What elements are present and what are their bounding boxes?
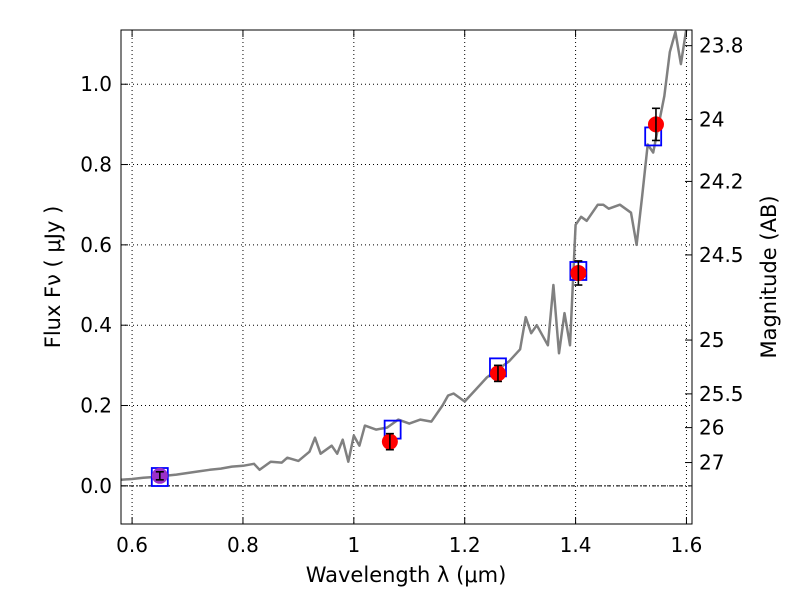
y2-tick-label: 25.5 xyxy=(699,382,744,406)
x-tick-label: 0.6 xyxy=(116,533,148,557)
y2-tick-label: 25 xyxy=(699,328,724,352)
y2-tick-label: 24.5 xyxy=(699,243,744,267)
x-tick-label: 1 xyxy=(347,533,360,557)
y2-tick-label: 26 xyxy=(699,416,724,440)
y-tick-label: 0.4 xyxy=(80,313,112,337)
plot-frame xyxy=(120,29,693,525)
x-axis-label: Wavelength λ (μm) xyxy=(306,563,507,587)
y-tick-label: 0.2 xyxy=(80,394,112,418)
y2-tick-label: 27 xyxy=(699,451,724,475)
x-tick-label: 1.4 xyxy=(560,533,592,557)
axis-ticks: 0.6 0.8 1 1.2 1.4 1.6 0.0 0.2 0.4 0.6 0.8 1.0 23.8 24… xyxy=(80,30,744,557)
plot-area xyxy=(121,30,688,487)
model-spectrum-line xyxy=(121,30,688,482)
y-tick-label: 1.0 xyxy=(80,72,112,96)
y-axis-label: Flux Fν ( μJy ) xyxy=(41,206,65,349)
plot-clip-group xyxy=(121,30,688,487)
y2-tick-label: 24 xyxy=(699,108,724,132)
y-tick-label: 0.0 xyxy=(80,474,112,498)
x-tick-label: 1.2 xyxy=(449,533,481,557)
x-tick-label: 1.6 xyxy=(671,533,703,557)
y-tick-label: 0.8 xyxy=(80,153,112,177)
y2-tick-label: 24.2 xyxy=(699,169,744,193)
y2-tick-label: 23.8 xyxy=(699,34,744,58)
y-tick-label: 0.6 xyxy=(80,233,112,257)
y2-axis-label: Magnitude (AB) xyxy=(757,195,781,358)
x-tick-label: 0.8 xyxy=(227,533,259,557)
